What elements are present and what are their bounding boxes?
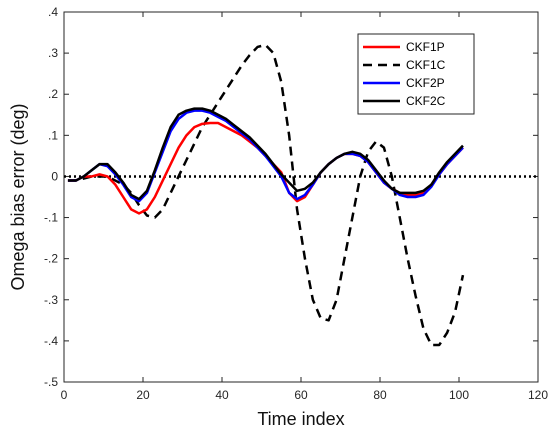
y-tick-label: -.1: [44, 211, 58, 225]
legend-label-ckf1c: CKF1C: [406, 58, 446, 72]
y-tick-label: .2: [48, 87, 58, 101]
axis-ticks: 0 20 40 60 80 100 120 -.5 -.4 -.3 -.2 -.1 0 .1 .2 .3 .4: [44, 5, 548, 402]
y-tick-label: -.4: [44, 334, 58, 348]
x-tick-label: 120: [528, 388, 548, 402]
series-line-ckf1c: [67, 43, 465, 347]
x-tick-label: 0: [61, 388, 68, 402]
y-tick-label: -.5: [44, 375, 58, 389]
y-tick-label: .3: [48, 46, 58, 60]
x-tick-label: 40: [215, 388, 229, 402]
y-axis-label: Omega bias error (deg): [8, 103, 28, 290]
x-axis-label: Time index: [257, 409, 344, 429]
series-line-ckf2c: [67, 107, 464, 201]
x-tick-label: 100: [449, 388, 469, 402]
legend: CKF1P CKF1C CKF2P CKF2C: [357, 33, 475, 115]
y-tick-label: 0: [51, 169, 58, 183]
series-lines: [67, 43, 465, 347]
y-tick-label: .1: [48, 128, 58, 142]
y-tick-label: -.3: [44, 293, 58, 307]
legend-label-ckf2c: CKF2C: [406, 94, 446, 108]
y-tick-label: -.2: [44, 252, 58, 266]
y-tick-label: .4: [48, 5, 58, 19]
legend-label-ckf2p: CKF2P: [406, 76, 445, 90]
x-tick-label: 60: [294, 388, 308, 402]
x-tick-label: 80: [373, 388, 387, 402]
legend-label-ckf1p: CKF1P: [406, 40, 445, 54]
x-tick-label: 20: [136, 388, 150, 402]
